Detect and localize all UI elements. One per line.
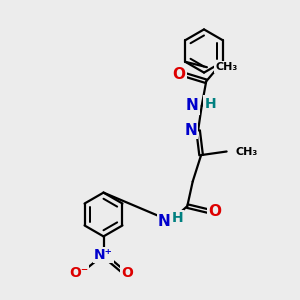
Text: O: O xyxy=(209,204,222,219)
Text: CH₃: CH₃ xyxy=(236,146,258,157)
Text: O: O xyxy=(122,266,134,280)
Text: N⁺: N⁺ xyxy=(94,248,113,262)
Text: N: N xyxy=(184,123,197,138)
Text: CH₃: CH₃ xyxy=(215,62,238,72)
Text: O⁻: O⁻ xyxy=(69,266,88,280)
Text: O: O xyxy=(173,67,186,82)
Text: H: H xyxy=(204,97,216,110)
Text: H: H xyxy=(172,211,183,225)
Text: N: N xyxy=(158,214,171,229)
Text: N: N xyxy=(186,98,199,113)
